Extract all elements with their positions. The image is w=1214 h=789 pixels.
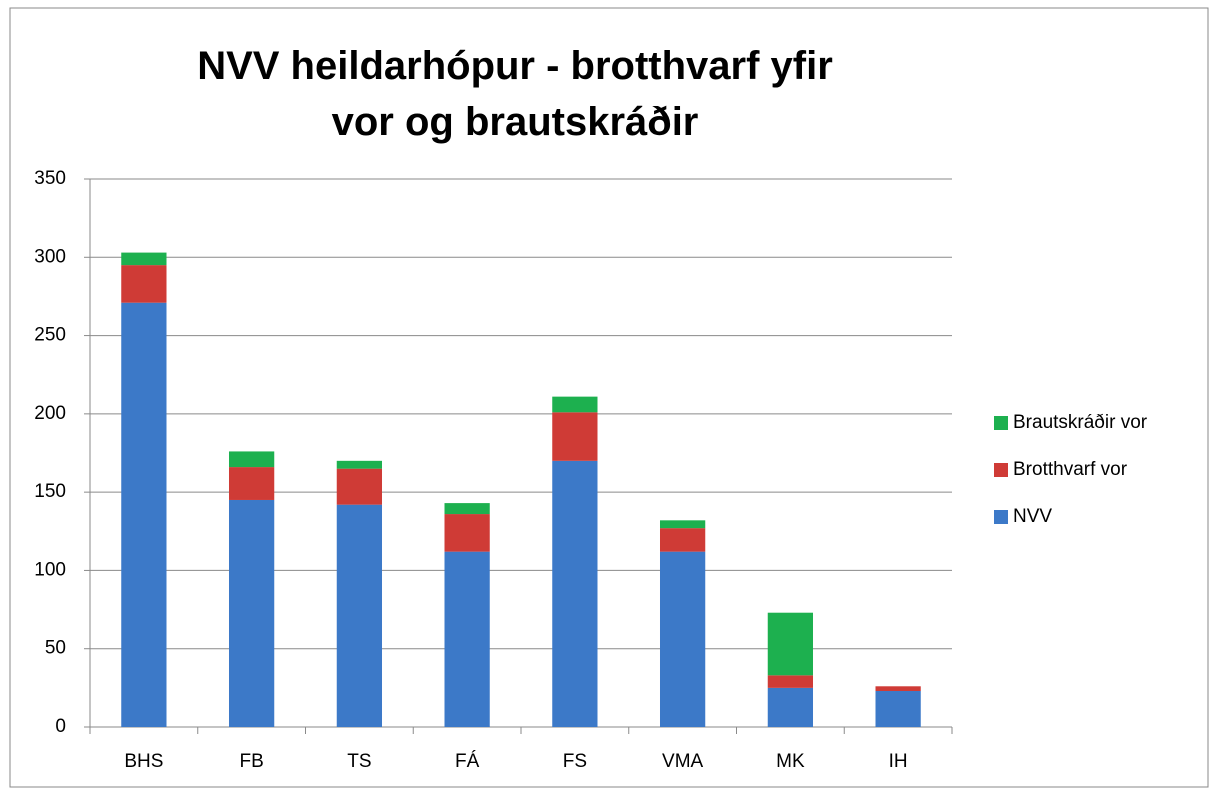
legend-label: NVV bbox=[1013, 506, 1052, 527]
bar-segment bbox=[659, 528, 706, 552]
bar-segment bbox=[552, 412, 598, 461]
bar-segment bbox=[121, 252, 167, 266]
bar-segment bbox=[228, 499, 275, 727]
bar-segment bbox=[444, 514, 490, 552]
x-tick-label: TS bbox=[347, 751, 371, 772]
y-tick-label: 300 bbox=[34, 246, 66, 267]
bar-segment bbox=[552, 396, 598, 413]
chart-border bbox=[9, 7, 1209, 788]
bar-segment bbox=[121, 302, 167, 727]
legend-label: Brautskráðir vor bbox=[1013, 412, 1148, 433]
bar-segment bbox=[228, 467, 275, 500]
bar-segment bbox=[767, 612, 814, 676]
legend-swatch bbox=[994, 463, 1008, 477]
bar-segment bbox=[444, 551, 490, 727]
x-tick-label: IH bbox=[889, 751, 908, 772]
bar-segment bbox=[659, 551, 706, 727]
bar-segment bbox=[228, 451, 275, 468]
legend-swatch bbox=[994, 510, 1008, 524]
bar-segment bbox=[659, 520, 706, 529]
legend-label: Brotthvarf vor bbox=[1013, 459, 1128, 480]
bar-segment bbox=[767, 687, 814, 727]
y-tick-label: 100 bbox=[34, 559, 66, 580]
x-tick-label: FÁ bbox=[455, 751, 480, 772]
y-tick-label: 0 bbox=[55, 716, 66, 737]
bar-segment bbox=[336, 504, 383, 727]
chart-title: NVV heildarhópur - brotthvarf yfir vor o… bbox=[197, 44, 833, 144]
bar-segment bbox=[767, 675, 814, 688]
x-tick-label: VMA bbox=[662, 751, 704, 772]
bar-segment bbox=[552, 460, 598, 727]
legend-swatch bbox=[994, 416, 1008, 430]
y-tick-label: 50 bbox=[45, 638, 66, 659]
bar-segment bbox=[444, 503, 490, 515]
y-tick-label: 350 bbox=[34, 168, 66, 189]
y-tick-label: 250 bbox=[34, 325, 66, 346]
bar-segment bbox=[336, 460, 383, 469]
x-tick-label: FS bbox=[563, 751, 587, 772]
bar-segment bbox=[121, 265, 167, 303]
y-tick-label: 200 bbox=[34, 403, 66, 424]
y-tick-label: 150 bbox=[34, 481, 66, 502]
bar-segment bbox=[875, 686, 921, 691]
x-tick-label: FB bbox=[239, 751, 263, 772]
x-tick-label: MK bbox=[776, 751, 805, 772]
bar-segment bbox=[875, 690, 921, 727]
bar-segment bbox=[336, 468, 383, 505]
x-tick-label: BHS bbox=[124, 751, 163, 772]
